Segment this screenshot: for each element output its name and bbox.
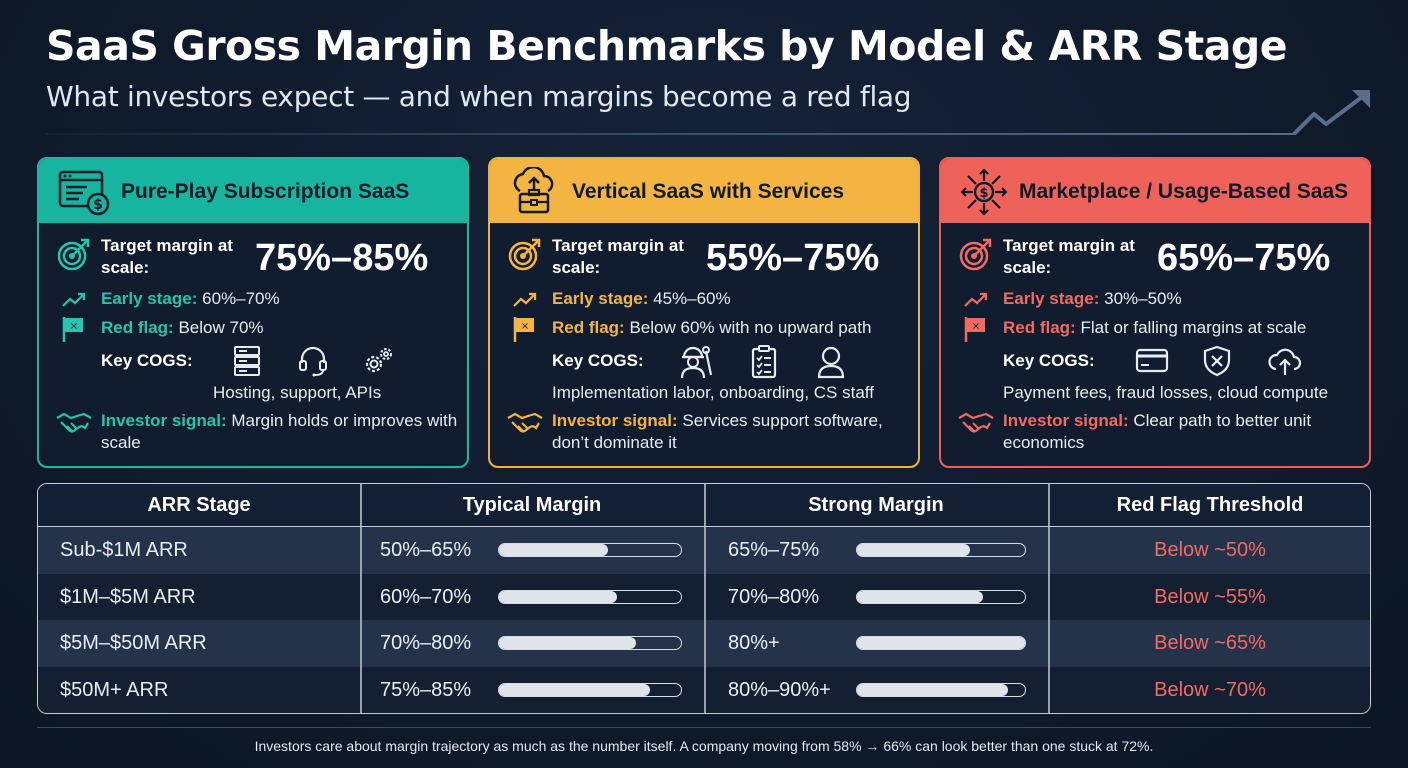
red-flag-row: Red flag: Below 60% with no upward path: [552, 318, 872, 337]
gears-icon: [365, 348, 392, 373]
trend-up-icon: [62, 292, 86, 307]
red-flag-row: Red flag: Flat or falling margins at sca…: [1003, 318, 1307, 337]
target-margin-value: 55%–75%: [706, 237, 880, 279]
cell-arr-stage: $50M+ ARR: [60, 678, 169, 701]
typical-margin-bar: [498, 636, 682, 650]
target-margin-value: 65%–75%: [1157, 237, 1331, 279]
cell-strong-margin: 65%–75%: [728, 539, 820, 561]
card-marketplace: $ Marketplace / Usage-Based SaaS Target …: [939, 157, 1371, 468]
cell-strong-margin: 70%–80%: [728, 585, 820, 608]
header-red-flag-threshold: Red Flag Threshold: [1116, 494, 1304, 516]
handshake-icon: [507, 412, 543, 433]
strong-margin-bar: [856, 636, 1026, 650]
trend-up-icon: [964, 292, 988, 307]
trend-up-icon: [513, 292, 537, 307]
cell-typical-margin: 70%–80%: [380, 632, 472, 654]
target-icon: [959, 238, 992, 271]
card-pure-play: $ Pure-Play Subscription SaaS Target mar…: [37, 157, 469, 468]
card-title: Marketplace / Usage-Based SaaS: [1019, 180, 1349, 203]
target-icon: [508, 238, 541, 271]
card-title: Pure-Play Subscription SaaS: [121, 180, 410, 203]
header-arr-stage: ARR Stage: [147, 494, 251, 516]
early-stage-row: Early stage: 30%–50%: [1003, 289, 1182, 308]
key-cogs-label: Key COGS:: [552, 351, 644, 370]
strong-margin-bar: [856, 682, 1026, 697]
server-icon: [234, 346, 260, 376]
benchmark-table: ARR Stage Typical Margin Strong Margin R…: [37, 483, 1371, 714]
headset-icon: [299, 346, 327, 377]
cell-arr-stage: Sub-$1M ARR: [60, 539, 188, 561]
red-flag-icon: ×: [513, 317, 534, 342]
handshake-icon: [958, 412, 994, 433]
page-subtitle: What investors expect — and when margins…: [46, 80, 912, 113]
key-cogs-label: Key COGS:: [101, 351, 193, 370]
investor-signal: Investor signal: Clear path to better un…: [1003, 411, 1312, 452]
browser-dollar-icon: $: [58, 170, 110, 216]
svg-text:×: ×: [972, 321, 980, 332]
cell-strong-margin: 80%+: [728, 632, 780, 654]
footer-divider: [37, 727, 1371, 728]
handshake-icon: [56, 412, 92, 433]
typical-margin-bar: [498, 543, 682, 557]
cell-red-flag: Below ~65%: [1154, 632, 1266, 654]
trend-arrow-icon: [1292, 90, 1370, 136]
cell-arr-stage: $1M–$5M ARR: [60, 585, 196, 608]
shield-x-icon: [1203, 345, 1231, 377]
card-vertical-saas: Vertical SaaS with Services Target margi…: [488, 157, 920, 468]
cell-red-flag: Below ~50%: [1154, 539, 1266, 561]
header-strong-margin: Strong Margin: [808, 494, 944, 516]
key-cogs-text: Payment fees, fraud losses, cloud comput…: [1003, 383, 1329, 402]
target-margin-value: 75%–85%: [255, 237, 429, 279]
cell-red-flag: Below ~70%: [1154, 678, 1266, 701]
red-flag-icon: ×: [62, 317, 83, 342]
page-title: SaaS Gross Margin Benchmarks by Model & …: [46, 22, 1288, 70]
cell-strong-margin: 80%–90%+: [728, 678, 831, 701]
svg-text:×: ×: [70, 321, 78, 332]
card-header: Vertical SaaS with Services: [490, 159, 918, 223]
cell-typical-margin: 75%–85%: [380, 678, 472, 701]
footer-note: Investors care about margin trajectory a…: [254, 738, 1154, 754]
card-header: $ Pure-Play Subscription SaaS: [39, 159, 467, 223]
early-stage-row: Early stage: 45%–60%: [552, 289, 731, 308]
credit-card-icon: [1135, 348, 1169, 373]
cloud-toolbox-icon: [513, 167, 554, 214]
header-typical-margin: Typical Margin: [462, 494, 602, 516]
key-cogs-label: Key COGS:: [1003, 351, 1095, 370]
cell-arr-stage: $5M–$50M ARR: [60, 632, 207, 654]
red-flag-icon: ×: [964, 317, 985, 342]
key-cogs-text: Hosting, support, APIs: [213, 383, 382, 402]
typical-margin-bar: [498, 589, 682, 604]
strong-margin-bar: [856, 543, 1026, 557]
checklist-icon: [751, 345, 777, 379]
investor-signal: Investor signal: Margin holds or improve…: [101, 411, 458, 452]
svg-text:$: $: [979, 186, 988, 201]
column-divider: [1048, 484, 1050, 713]
target-margin-label: Target margin at scale:: [1003, 236, 1135, 277]
title-divider: [46, 133, 1296, 135]
column-divider: [704, 484, 706, 713]
cell-typical-margin: 60%–70%: [380, 585, 472, 608]
cloud-upload-icon: [1268, 348, 1302, 375]
target-icon: [57, 238, 90, 271]
svg-text:×: ×: [521, 321, 529, 332]
cell-typical-margin: 50%–65%: [380, 539, 472, 561]
worker-icon: [680, 346, 713, 379]
typical-margin-bar: [498, 682, 682, 697]
card-header: $ Marketplace / Usage-Based SaaS: [941, 159, 1369, 223]
svg-text:$: $: [93, 197, 103, 213]
column-divider: [360, 484, 362, 713]
card-title: Vertical SaaS with Services: [572, 180, 844, 203]
dollar-network-icon: $: [960, 168, 1008, 216]
key-cogs-text: Implementation labor, onboarding, CS sta…: [552, 383, 874, 402]
investor-signal: Investor signal: Services support softwa…: [552, 411, 883, 452]
cell-red-flag: Below ~55%: [1154, 585, 1266, 608]
strong-margin-bar: [856, 589, 1026, 604]
target-margin-label: Target margin at scale:: [552, 236, 684, 277]
red-flag-row: Red flag: Below 70%: [101, 318, 264, 337]
early-stage-row: Early stage: 60%–70%: [101, 289, 280, 308]
target-margin-label: Target margin at scale:: [101, 236, 233, 277]
user-icon: [817, 346, 845, 379]
